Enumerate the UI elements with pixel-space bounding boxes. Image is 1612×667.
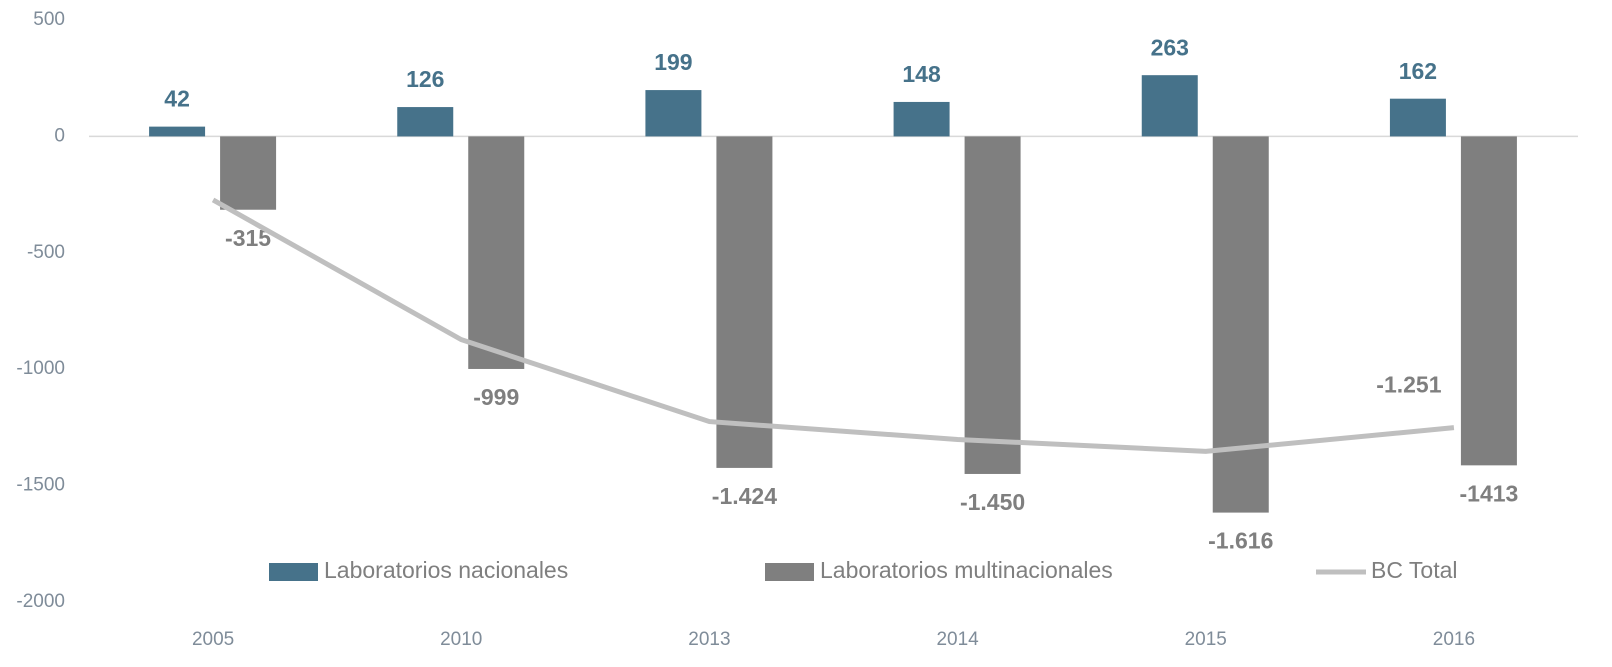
line <box>211 197 1455 454</box>
y-tick-label: -1500 <box>16 475 65 496</box>
bar <box>716 136 773 468</box>
bar <box>1212 136 1269 513</box>
y-tick-label: -2000 <box>16 591 65 612</box>
y-tick-label: -500 <box>27 242 65 263</box>
bar <box>468 136 525 369</box>
data-label: -999 <box>473 384 519 410</box>
bar <box>149 126 206 137</box>
y-tick-label: 0 <box>54 125 65 146</box>
bar <box>1141 75 1198 137</box>
data-label: 199 <box>654 49 692 75</box>
legend-label: BC Total <box>1371 557 1458 583</box>
data-label: 162 <box>1399 58 1437 84</box>
bar <box>964 136 1021 474</box>
data-label: 148 <box>902 61 941 87</box>
legend-label: Laboratorios nacionales <box>324 557 568 583</box>
legend-swatch <box>269 563 318 581</box>
data-label: 42 <box>164 86 190 112</box>
bar <box>397 107 454 137</box>
data-label: -1.251 <box>1376 372 1441 398</box>
x-tick-label: 2015 <box>1185 629 1227 650</box>
data-label: -1.616 <box>1208 528 1273 554</box>
legend-swatch <box>765 563 814 581</box>
data-label: -1.424 <box>712 483 777 509</box>
data-label: 126 <box>406 66 444 92</box>
x-tick-label: 2014 <box>936 629 979 650</box>
y-tick-label: -1000 <box>16 358 65 379</box>
data-label: -1413 <box>1460 480 1519 506</box>
bar <box>1460 136 1517 466</box>
legend-label: Laboratorios multinacionales <box>820 557 1113 583</box>
bar <box>1389 98 1446 137</box>
bar <box>645 90 702 137</box>
x-tick-label: 2005 <box>192 629 234 650</box>
y-tick-label: 500 <box>33 9 65 30</box>
bar <box>893 101 950 137</box>
x-tick-label: 2016 <box>1433 629 1475 650</box>
data-label: -1.450 <box>960 489 1025 515</box>
x-tick-label: 2010 <box>440 629 482 650</box>
bar <box>220 136 277 210</box>
x-tick-label: 2013 <box>688 629 730 650</box>
data-label: 263 <box>1151 34 1189 60</box>
